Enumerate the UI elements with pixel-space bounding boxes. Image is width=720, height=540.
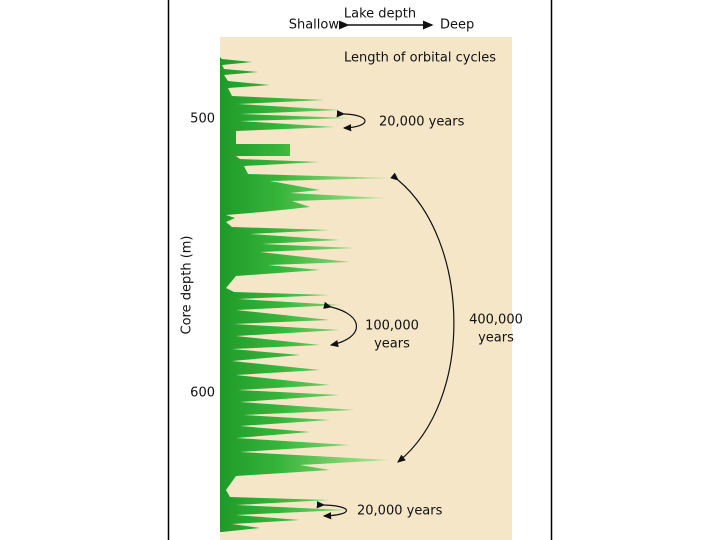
annotation: years — [478, 331, 514, 346]
cycle-arrow — [336, 110, 366, 132]
header-right: Deep — [440, 18, 474, 33]
annotation: 20,000 years — [357, 504, 443, 519]
annotation: 400,000 — [469, 313, 523, 328]
y-axis-label: Core depth (m) — [180, 236, 195, 335]
header-title: Lake depth — [344, 7, 416, 22]
annotation: 20,000 years — [379, 115, 465, 130]
annotation: years — [374, 337, 410, 352]
header-left: Shallow — [289, 18, 340, 33]
cycle-arrow — [323, 301, 358, 348]
lake-depth-profile — [220, 57, 390, 532]
y-tick-label: 500 — [190, 112, 215, 127]
cycle-arrow — [390, 172, 455, 463]
cycle-arrow — [316, 501, 347, 520]
caption: Length of orbital cycles — [344, 51, 496, 66]
annotation: 100,000 — [365, 319, 419, 334]
y-tick-label: 600 — [190, 386, 215, 401]
